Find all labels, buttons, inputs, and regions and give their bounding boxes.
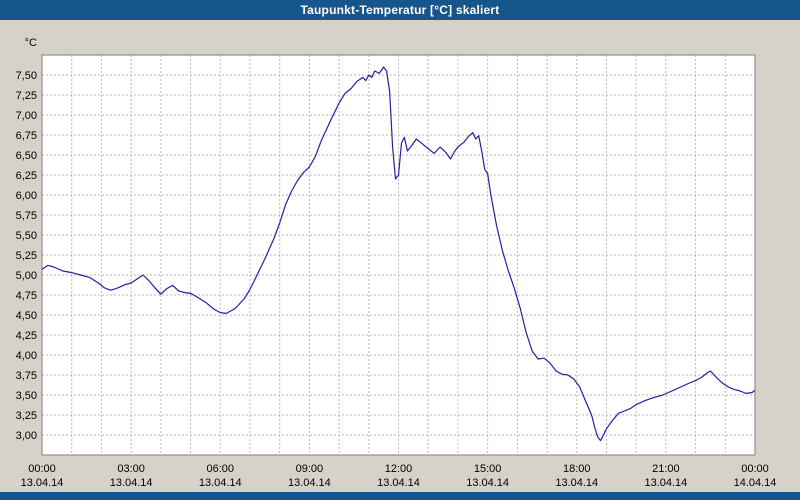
svg-text:6,50: 6,50 <box>16 150 37 162</box>
window-title-bar: Taupunkt-Temperatur [°C] skaliert <box>0 0 800 20</box>
svg-text:°C: °C <box>25 37 37 49</box>
svg-text:6,00: 6,00 <box>16 190 37 202</box>
svg-text:13.04.14: 13.04.14 <box>199 477 242 489</box>
svg-text:5,25: 5,25 <box>16 250 37 262</box>
chart-canvas: 7,50 7,25 7,00 6,75 6,50 6,25 6,00 5,75 5,50 5,25… <box>16 37 777 489</box>
svg-text:21:00: 21:00 <box>652 463 680 475</box>
svg-text:03:00: 03:00 <box>117 463 145 475</box>
svg-text:5,00: 5,00 <box>16 270 37 282</box>
svg-text:00:00: 00:00 <box>741 463 769 475</box>
svg-text:3,25: 3,25 <box>16 410 37 422</box>
svg-text:13.04.14: 13.04.14 <box>21 477 64 489</box>
chart-area: 7,50 7,25 7,00 6,75 6,50 6,25 6,00 5,75 5,50 5,25… <box>0 20 800 492</box>
svg-text:3,00: 3,00 <box>16 430 37 442</box>
svg-text:7,00: 7,00 <box>16 110 37 122</box>
svg-text:6,25: 6,25 <box>16 170 37 182</box>
svg-text:4,75: 4,75 <box>16 290 37 302</box>
svg-text:14.04.14: 14.04.14 <box>734 477 777 489</box>
svg-text:15:00: 15:00 <box>474 463 502 475</box>
window-bottom-bar <box>0 492 800 500</box>
svg-text:12:00: 12:00 <box>385 463 413 475</box>
svg-text:5,75: 5,75 <box>16 210 37 222</box>
svg-text:13.04.14: 13.04.14 <box>110 477 153 489</box>
svg-text:3,50: 3,50 <box>16 390 37 402</box>
svg-text:4,50: 4,50 <box>16 310 37 322</box>
svg-text:4,00: 4,00 <box>16 350 37 362</box>
svg-text:00:00: 00:00 <box>28 463 56 475</box>
svg-text:13.04.14: 13.04.14 <box>288 477 331 489</box>
svg-text:13.04.14: 13.04.14 <box>555 477 598 489</box>
svg-text:13.04.14: 13.04.14 <box>644 477 687 489</box>
svg-text:4,25: 4,25 <box>16 330 37 342</box>
svg-text:18:00: 18:00 <box>563 463 591 475</box>
svg-text:6,75: 6,75 <box>16 130 37 142</box>
svg-text:7,50: 7,50 <box>16 70 37 82</box>
svg-text:7,25: 7,25 <box>16 90 37 102</box>
svg-text:5,50: 5,50 <box>16 230 37 242</box>
svg-text:3,75: 3,75 <box>16 370 37 382</box>
svg-text:09:00: 09:00 <box>296 463 324 475</box>
window-title: Taupunkt-Temperatur [°C] skaliert <box>300 3 500 17</box>
svg-text:13.04.14: 13.04.14 <box>377 477 420 489</box>
svg-text:13.04.14: 13.04.14 <box>466 477 509 489</box>
svg-text:06:00: 06:00 <box>206 463 234 475</box>
